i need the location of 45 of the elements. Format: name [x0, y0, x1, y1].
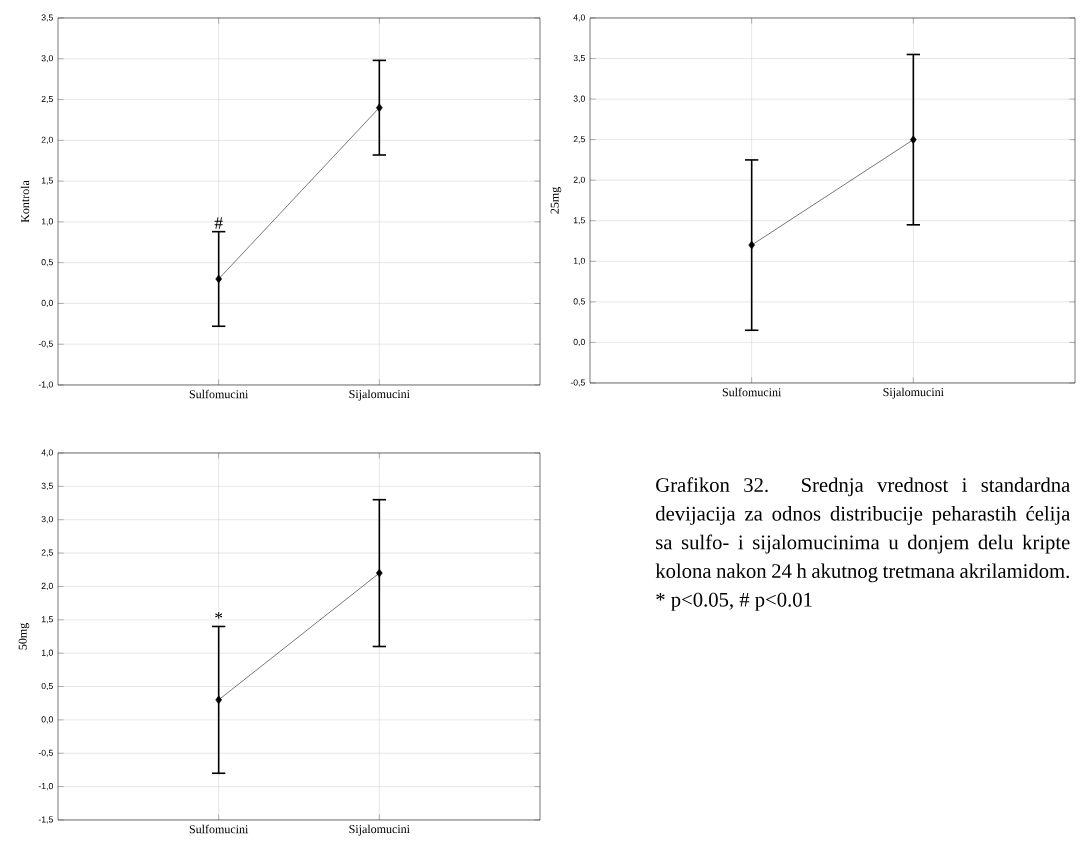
y-tick-label: 2,5	[41, 549, 53, 557]
y-tick-label: 2,0	[41, 582, 53, 591]
y-tick-label: 1,0	[573, 257, 585, 265]
y-tick-label: 3,5	[573, 54, 585, 63]
text: Grafikon 32. Srednja vrednost i standardna devijacija za odnos distribucije peharastih ćelija sa sulfo- i sijalomucinima u donjem delu kripte kolona nakon 24 h akutnog tretmana akrilamidom.	[655, 477, 1071, 583]
y-tick-label: 2,5	[41, 95, 53, 104]
y-axis-title: Kontrola	[20, 180, 30, 223]
y-tick-label: 3,0	[41, 516, 53, 524]
y-axis-title: 50mg	[18, 623, 30, 650]
y-tick-label: 1,5	[41, 616, 53, 624]
annotation: #	[214, 217, 223, 229]
y-tick-label: -0,5	[38, 749, 53, 757]
x-tick-label: Sijalomucini	[883, 387, 944, 399]
y-tick-label: 0,5	[41, 259, 53, 267]
y-tick-label: 2,0	[573, 176, 585, 184]
x-tick-label: Sulfomucini	[189, 824, 249, 834]
y-tick-label: -1,0	[38, 381, 53, 389]
y-tick-label: 1,0	[41, 649, 53, 657]
y-tick-label: 1,0	[41, 218, 53, 226]
y-tick-label: -0,5	[38, 340, 53, 348]
y-axis-title: 25mg	[550, 187, 562, 214]
y-tick-label: 1,5	[41, 177, 53, 185]
y-tick-label: -1,0	[38, 783, 53, 791]
y-tick-label: 4,0	[573, 14, 585, 22]
y-tick-label: 3,5	[41, 482, 53, 490]
y-tick-label: 0,0	[41, 299, 53, 308]
y-tick-label: 2,5	[573, 136, 585, 144]
annotation: *	[215, 612, 223, 619]
y-tick-label: 1,5	[573, 217, 585, 225]
y-tick-label: -0,5	[570, 379, 585, 387]
y-tick-label: 2,0	[41, 136, 53, 144]
y-tick-label: -1,5	[38, 816, 53, 824]
y-tick-label: 0,0	[41, 716, 53, 724]
y-tick-label: 0,5	[573, 298, 585, 306]
y-tick-label: 0,5	[41, 682, 53, 691]
x-tick-label: Sijalomucini	[349, 824, 410, 836]
y-tick-label: 0,0	[573, 338, 585, 346]
x-tick-label: Sulfomucini	[189, 389, 249, 399]
text: * p<0.05, # p<0.01	[656, 592, 812, 611]
x-tick-label: Sijalomucini	[349, 389, 410, 401]
y-tick-label: 3,0	[573, 95, 585, 103]
y-tick-label: 4,0	[41, 449, 53, 457]
x-tick-label: Sulfomucini	[722, 387, 782, 397]
y-tick-label: 3,0	[41, 55, 53, 63]
y-tick-label: 3,5	[41, 14, 53, 22]
